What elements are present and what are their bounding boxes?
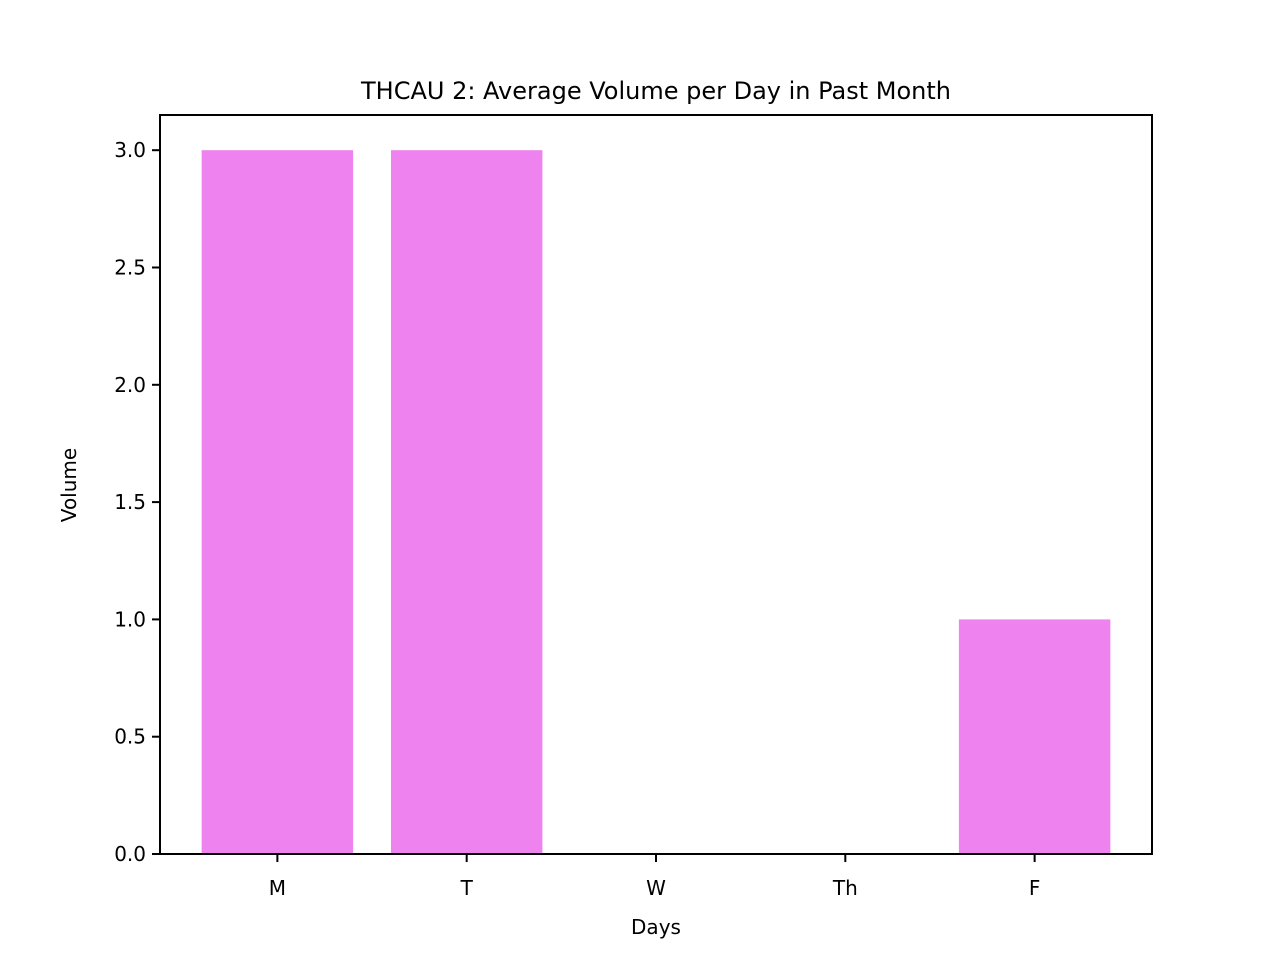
y-tick-label: 1.5	[114, 490, 146, 514]
x-axis-label: Days	[631, 915, 681, 939]
x-tick-label: T	[460, 876, 474, 900]
y-axis-label: Volume	[57, 448, 81, 522]
chart-title: THCAU 2: Average Volume per Day in Past …	[360, 77, 951, 105]
y-tick-label: 3.0	[114, 138, 146, 162]
y-tick-label: 2.0	[114, 373, 146, 397]
y-tick-label: 0.0	[114, 842, 146, 866]
x-axis-ticks: M T W Th F	[269, 854, 1041, 900]
x-tick-label: F	[1029, 876, 1041, 900]
bars-group	[201, 150, 1111, 854]
x-tick-label: M	[269, 876, 286, 900]
y-tick-label: 2.5	[114, 255, 146, 279]
x-tick-label: Th	[832, 876, 858, 900]
bar-m	[201, 150, 354, 854]
y-tick-label: 1.0	[114, 607, 146, 631]
x-tick-label: W	[646, 876, 666, 900]
bar-t	[390, 150, 543, 854]
y-axis-ticks: 0.0 0.5 1.0 1.5 2.0 2.5 3.0	[114, 138, 160, 866]
y-tick-label: 0.5	[114, 725, 146, 749]
bar-f	[958, 619, 1111, 854]
